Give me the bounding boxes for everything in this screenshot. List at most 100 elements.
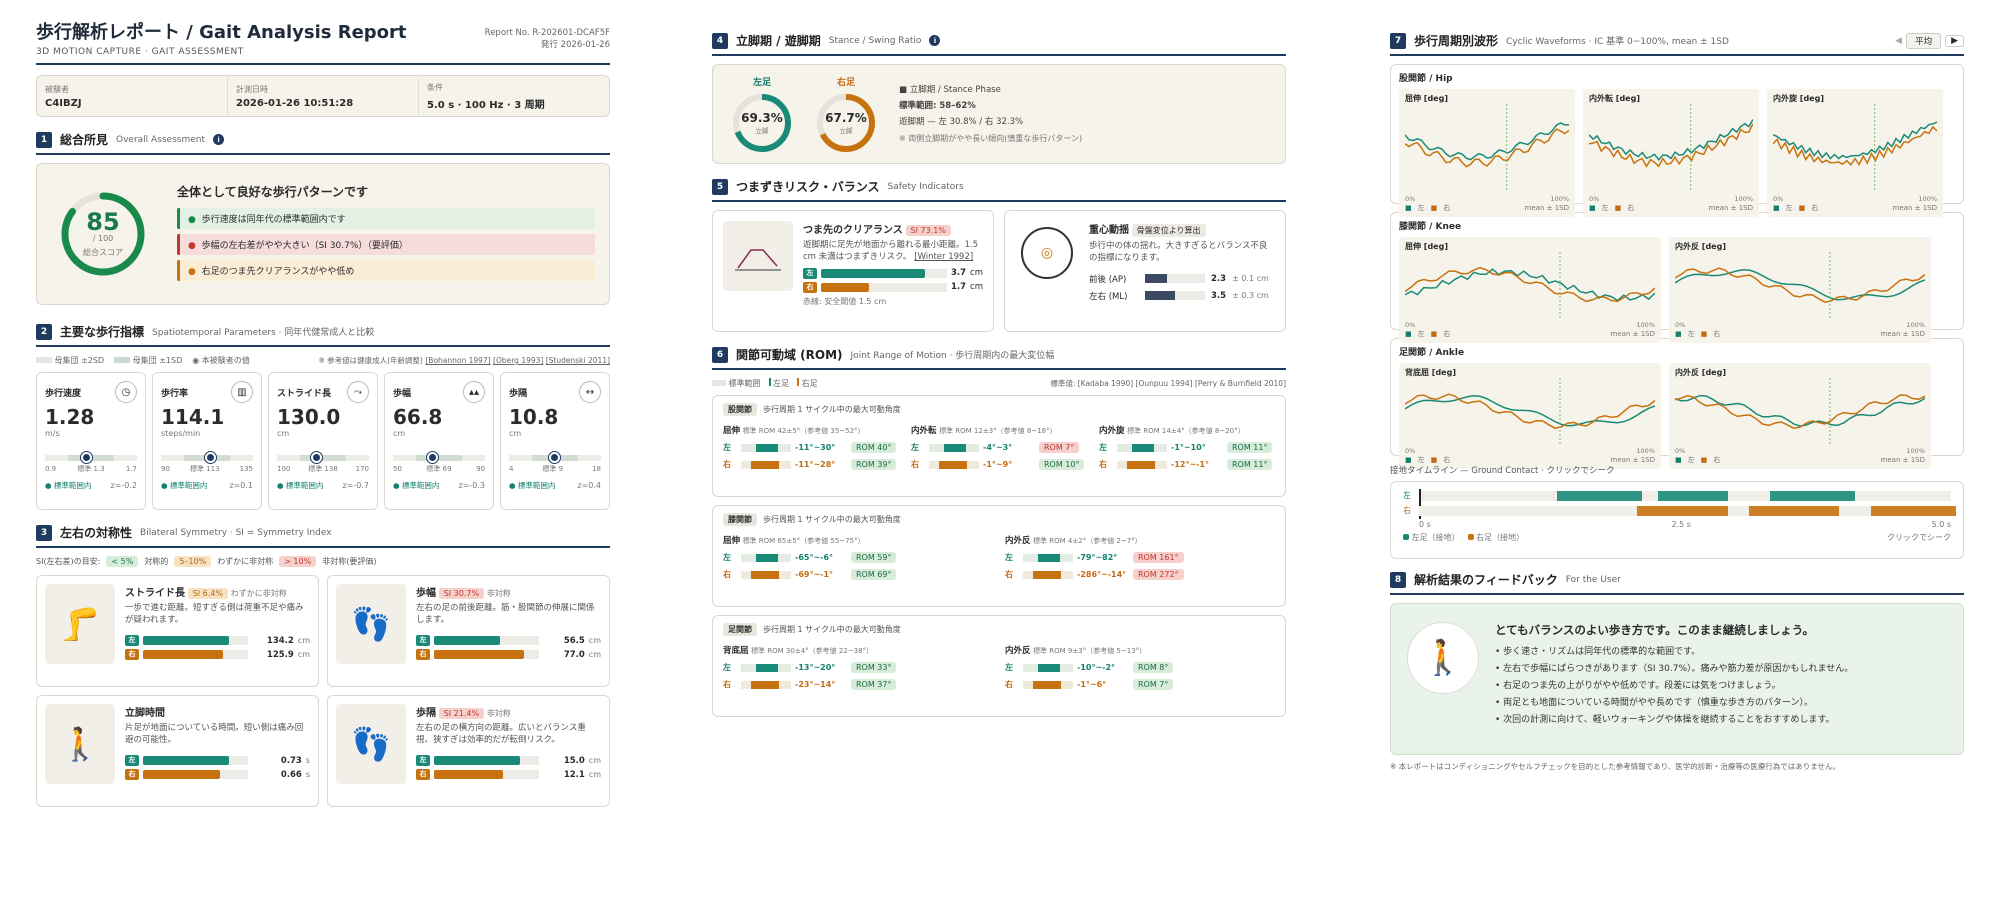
toe-clearance-card: つま先のクリアランス SI 73.1% 遊脚期に足先が地面から離れる最小距離。1… [712,210,994,332]
overall-headline: 全体として良好な歩行パターンです [177,184,369,199]
waveform-group: 股関節 / Hip 屈伸 [deg] 0% 100% ■ 左 ■ 右 mean ± 1SD 内外転… [1390,64,1964,217]
symmetry-right-value: 77.0 [563,649,585,660]
rom-standard: 標準 ROM 42±5°（参考値 35~52°） [742,427,865,435]
ref-link-1[interactable]: [Bohannon 1997] [425,356,491,365]
symmetry-desc: 左右の足の前後距離。筋・股関節の伸展に関係します。 [416,603,595,625]
param-value: 10.8 [509,405,559,429]
info-icon[interactable]: i [929,35,941,46]
joint-desc: 歩行周期 1 サイクル中の最大可動角度 [763,515,901,524]
waveform-plot[interactable]: 屈伸 [deg] 0% 100% ■ 左 ■ 右 mean ± 1SD [1399,237,1661,343]
waveform-mean-label: mean ± 1SD [1892,204,1937,212]
rom-right-range: -69°~-1° [795,570,834,579]
rom-axis: 屈伸 [723,536,741,546]
waveform-plot[interactable]: 内外転 [deg] 0% 100% ■ 左 ■ 右 mean ± 1SD [1583,89,1759,217]
param-max: 1.7 [125,465,137,473]
param-standard: 標準 9 [542,465,564,473]
waveform-plot[interactable]: 背底屈 [deg] 0% 100% ■ 左 ■ 右 mean ± 1SD [1399,363,1661,469]
playhead[interactable] [1419,488,1421,519]
section-number: 1 [36,131,52,148]
rom-column: 屈伸 標準 ROM 42±5°（参考値 35~52°） 左 -11°~30° ROM… [723,424,899,470]
section-title: 主要な歩行指標 [60,325,145,339]
symmetry-right-value: 12.1 [563,769,585,780]
rom-right-badge: ROM 11° [1227,459,1273,470]
waveform-plot[interactable]: 内外旋 [deg] 0% 100% ■ 左 ■ 右 mean ± 1SD [1767,89,1943,217]
sway-ap-sd: ± 0.1 cm [1232,274,1269,284]
column-right: 7 歩行周期別波形 Cyclic Waveforms · IC 基準 0~100… [1390,0,1964,912]
ref-link-3[interactable]: [Studenski 2011] [545,356,610,365]
rom-right-badge: ROM 10° [1039,459,1085,470]
left-foot-label: 左足 [752,77,771,88]
waveform-plot[interactable]: 内外反 [deg] 0% 100% ■ 左 ■ 右 mean ± 1SD [1669,237,1931,343]
waveform-x-start: 0% [1405,447,1416,455]
waveform-legend-left: 左 [1687,456,1695,464]
symmetry-left-value: 15.0 [563,755,585,766]
param-status: ● 標準範囲内 [393,481,440,490]
waveform-plot[interactable]: 屈伸 [deg] 0% 100% ■ 左 ■ 右 mean ± 1SD [1399,89,1575,217]
param-card: 歩幅 ▴▴ 66.8 cm 50 標準 69 90 ● 標準範囲内 z=-0.3 [384,372,494,510]
waveform-x-end: 100% [1636,321,1655,329]
section-number: 7 [1390,32,1406,49]
play-button[interactable]: ▶ [1945,34,1964,47]
info-icon[interactable]: i [213,134,225,145]
mode-select[interactable]: 平均 [1906,32,1942,49]
score-label: 総合スコア [83,248,123,257]
left-stance-donut: 69.3% 立脚 [731,92,793,154]
waveform-plot-title: 内外旋 [deg] [1773,94,1824,103]
section-feedback: 8 解析結果のフィードバック For the User [1390,571,1964,595]
disclaimer: ※ 本レポートはコンディショニングやセルフチェックを目的とした参考情報であり、医… [1390,762,1841,771]
contact-segment[interactable] [1557,490,1643,501]
score-gauge: 85 / 100 総合スコア [59,190,147,278]
timeline-left-label: 左 [1403,491,1411,500]
rom-right-badge: ROM 69° [851,569,897,580]
sway-desc: 歩行中の体の揺れ。大きすぎるとバランス不良の指標になります。 [1089,241,1268,263]
param-name: 歩行率 [161,388,189,399]
prev-button[interactable]: ◀ [1895,35,1903,46]
feedback-item: • 次回の計測に向けて、軽いウォーキングや体操を継続することをおすすめします。 [1495,715,1835,726]
issue-date: 発行 2026-01-26 [540,40,610,50]
contact-segment[interactable] [1748,505,1840,516]
si-badge: SI 6.4% [187,588,229,599]
symmetry-card: 👣 歩幅 SI 30.7% 非対称 左右の足の前後距離。筋・股関節の伸展に関係し… [327,575,610,687]
timeline-right-track[interactable] [1419,505,1957,516]
sway-ap-label: 前後 (AP) [1089,274,1127,285]
sway-ml-label: 左右 (ML) [1089,291,1128,302]
feedback-item: • 右足のつま先の上がりがやや低めです。段差には気をつけましょう。 [1495,681,1781,692]
waveform-plot[interactable]: 内外反 [deg] 0% 100% ■ 左 ■ 右 mean ± 1SD [1669,363,1931,469]
symmetry-name: ストライド長 [125,588,185,599]
sway-ml-value: 3.5 [1211,290,1227,301]
section-title: 左右の対称性 [60,526,133,540]
clearance-ref[interactable]: [Winter 1992] [914,251,974,262]
waveform-mean-label: mean ± 1SD [1880,456,1925,464]
param-range-bar [509,452,601,464]
si-tier-1-label: 対称的 [144,557,169,566]
rom-column: 内外反 標準 ROM 4±2°（参考値 2~7°） 左 -79°~82° ROM 1… [1005,534,1275,580]
waveform-mean-label: mean ± 1SD [1880,330,1925,338]
feedback-headline: とてもバランスのよい歩き方です。このまま継続しましょう。 [1495,623,1815,637]
contact-segment[interactable] [1871,505,1957,516]
right-stance-donut: 67.7% 立脚 [815,92,877,154]
subject-id: C4IBZJ [45,97,82,109]
param-card: 歩隔 ↔ 10.8 cm 4 標準 9 18 ● 標準範囲内 z=0.4 [500,372,610,510]
ref-link-2[interactable]: [Oberg 1993] [493,356,544,365]
param-max: 170 [355,465,369,473]
waveform-group: 足関節 / Ankle 背底屈 [deg] 0% 100% ■ 左 ■ 右 mean ± 1SD… [1390,338,1964,469]
symmetry-left-value: 56.5 [563,635,585,646]
joint-name: 股関節 [723,403,757,416]
clearance-threshold-note: 赤線: 安全閾値 1.5 cm [803,296,887,306]
contact-segment[interactable] [1637,505,1728,516]
rom-joint-card: 股関節 歩行周期 1 サイクル中の最大可動角度 屈伸 標準 ROM 42±5°（参考… [712,395,1286,497]
contact-segment[interactable] [1658,490,1728,501]
timeline-left-track[interactable] [1419,488,1951,519]
contact-segment[interactable] [1770,490,1856,501]
legend-subject: 本被験者の値 [201,356,250,365]
stance-card: 左足 69.3% 立脚 右足 67.7% 立脚 ■ 立脚期 / Stance Pha… [712,64,1286,164]
rom-legend: 標準範囲 左足 右足 標準値: [Kadaba 1990] [Ounpuu 19… [712,378,1286,389]
condition-value: 5.0 s · 100 Hz · 3 周期 [427,99,545,111]
rom-left-range: -13°~20° [795,663,836,672]
legs-stride-icon: 🦵 [45,584,115,664]
waveform-mean-label: mean ± 1SD [1610,330,1655,338]
waveform-x-start: 0% [1675,447,1686,455]
ground-contact-timeline[interactable]: 左 右 0 s 2.5 s 5.0 s 左足（接地） 右足（接地） クリックでシーク [1390,481,1964,559]
clock-icon: ◷ [115,381,137,403]
sway-ap-value: 2.3 [1211,273,1227,284]
